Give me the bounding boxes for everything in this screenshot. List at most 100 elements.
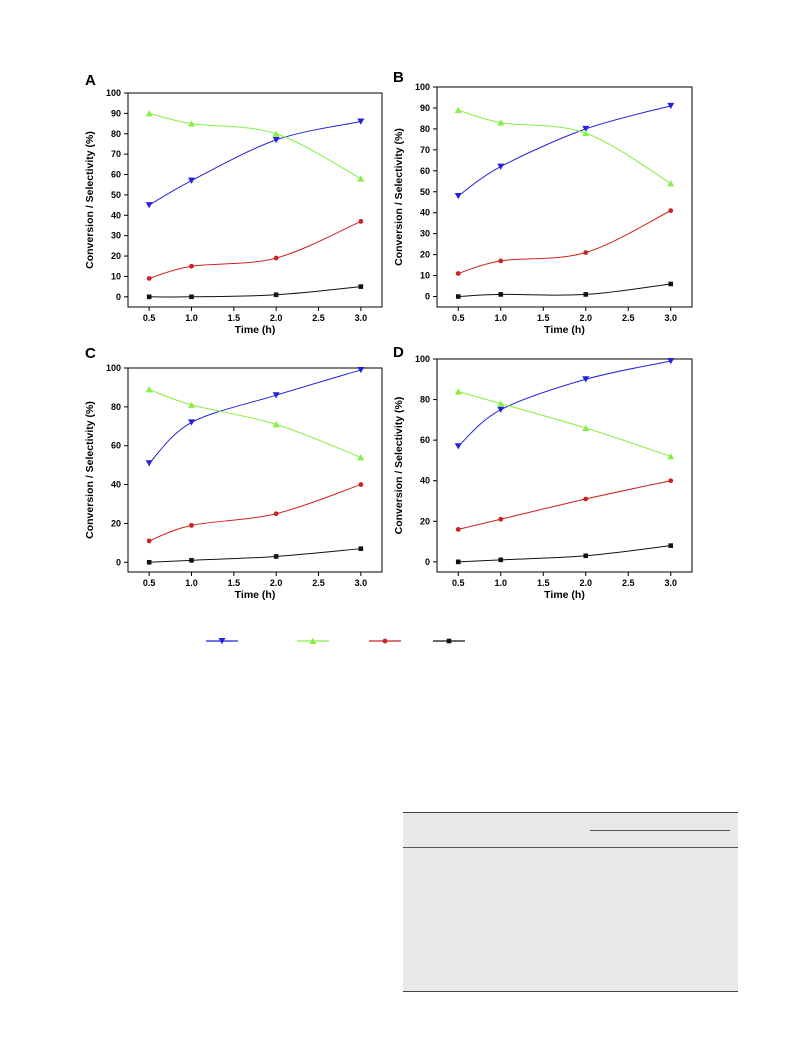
x-tick-label: 1.0 bbox=[185, 313, 198, 323]
plot-frame bbox=[436, 86, 693, 308]
series-3-point bbox=[668, 478, 674, 484]
y-tick-label: 0 bbox=[425, 292, 430, 302]
x-tick-label: 2.0 bbox=[270, 578, 283, 588]
x-tick-label: 1.5 bbox=[228, 313, 241, 323]
series-3-point bbox=[358, 219, 364, 224]
series-4-point bbox=[358, 284, 364, 289]
table-column-rule bbox=[579, 847, 593, 848]
y-tick-label: 50 bbox=[420, 187, 430, 197]
series-3-point bbox=[189, 522, 194, 528]
y-tick-label: 20 bbox=[420, 250, 430, 260]
y-tick-label: 20 bbox=[111, 251, 121, 261]
y-tick-label: 60 bbox=[111, 170, 121, 180]
legend bbox=[206, 637, 465, 645]
chart-panel-d: D 0.5 1.0 1.5 2.0 2.5 3.0 0 20 40 60 80 100 Time (h) C… bbox=[393, 344, 693, 601]
series-4-point bbox=[273, 292, 279, 298]
legend-marker bbox=[446, 638, 452, 644]
x-tick-label: 0.5 bbox=[143, 313, 156, 323]
series-2-point bbox=[272, 130, 280, 137]
legend-item-4 bbox=[433, 638, 465, 644]
table-panel bbox=[403, 812, 738, 992]
x-tick-label: 1.0 bbox=[494, 578, 507, 588]
legend-item-2 bbox=[297, 637, 329, 644]
series-line-1 bbox=[148, 121, 361, 206]
series-line-2 bbox=[458, 109, 672, 184]
series-3-point bbox=[273, 511, 279, 517]
series-2-point bbox=[454, 106, 462, 114]
y-tick-label: 60 bbox=[420, 166, 430, 176]
series-line-3 bbox=[149, 220, 362, 279]
x-tick-label: 3.0 bbox=[355, 578, 368, 588]
x-tick-label: 2.0 bbox=[579, 313, 592, 323]
series-2-point bbox=[582, 424, 590, 431]
y-tick-label: 100 bbox=[106, 363, 121, 373]
plot-frame bbox=[127, 92, 383, 308]
legend-item-1 bbox=[206, 638, 238, 645]
x-tick-label: 0.5 bbox=[143, 578, 156, 588]
plot-frame bbox=[436, 358, 693, 573]
y-tick-label: 100 bbox=[415, 354, 430, 364]
x-tick-label: 2.0 bbox=[579, 578, 592, 588]
table-column-rule bbox=[443, 847, 457, 848]
chart-panel-a: A 0.5 1.0 1.5 2.0 2.5 3.0 0 10 20 30 40 50 60 70 80 90 10… bbox=[84, 72, 383, 336]
series-4-point bbox=[358, 546, 364, 551]
series-line-4 bbox=[458, 545, 671, 563]
y-tick-label: 80 bbox=[420, 395, 430, 405]
series-1-point bbox=[497, 406, 505, 413]
y-tick-label: 90 bbox=[420, 103, 430, 113]
table-column-rule bbox=[638, 847, 652, 848]
series-4-point bbox=[146, 294, 152, 300]
series-line-2 bbox=[458, 390, 671, 457]
series-2-point bbox=[145, 386, 153, 393]
y-tick-label: 40 bbox=[111, 210, 121, 220]
table-header-rule bbox=[403, 847, 738, 848]
series-4-point bbox=[455, 294, 461, 299]
series-line-1 bbox=[148, 369, 361, 464]
series-line-3 bbox=[458, 210, 671, 274]
series-2-point bbox=[188, 120, 195, 127]
series-1-point bbox=[272, 136, 280, 144]
y-tick-label: 30 bbox=[420, 229, 430, 239]
panel-label: A bbox=[85, 72, 96, 89]
series-line-1 bbox=[457, 105, 671, 197]
series-1-point bbox=[272, 392, 280, 399]
y-tick-label: 80 bbox=[111, 402, 121, 412]
x-tick-label: 0.5 bbox=[452, 313, 465, 323]
legend-marker bbox=[382, 638, 388, 644]
series-3-point bbox=[583, 250, 589, 255]
y-axis-title: Conversion / Selectivity (%) bbox=[393, 128, 405, 266]
series-line-2 bbox=[149, 112, 362, 180]
series-2-point bbox=[357, 175, 365, 182]
y-tick-label: 70 bbox=[420, 145, 430, 155]
series-4-point bbox=[583, 292, 589, 297]
table-column-rule bbox=[505, 847, 519, 848]
series-2-point bbox=[497, 119, 505, 126]
x-tick-label: 1.0 bbox=[494, 313, 507, 323]
series-3-point bbox=[455, 527, 461, 532]
series-2-point bbox=[667, 180, 675, 187]
series-3-point bbox=[455, 271, 461, 276]
x-tick-label: 2.5 bbox=[622, 313, 635, 323]
x-tick-label: 3.0 bbox=[355, 313, 368, 323]
series-4-point bbox=[455, 559, 461, 565]
series-4-point bbox=[668, 281, 674, 287]
y-tick-label: 100 bbox=[415, 82, 430, 92]
series-line-4 bbox=[149, 286, 361, 298]
x-tick-label: 2.5 bbox=[312, 578, 325, 588]
y-tick-label: 100 bbox=[106, 88, 121, 98]
series-1-point bbox=[357, 118, 365, 125]
series-3-point bbox=[189, 263, 194, 269]
series-3-point bbox=[358, 482, 364, 487]
series-1-point bbox=[357, 366, 365, 374]
panel-label: C bbox=[85, 345, 96, 362]
series-line-3 bbox=[148, 484, 361, 542]
series-line-2 bbox=[148, 388, 362, 458]
series-1-point bbox=[454, 443, 462, 450]
series-2-point bbox=[582, 129, 590, 137]
series-3-point bbox=[273, 255, 279, 261]
x-tick-label: 1.5 bbox=[228, 578, 241, 588]
series-1-point bbox=[145, 202, 153, 209]
series-2-point bbox=[272, 421, 280, 428]
series-3-point bbox=[498, 516, 504, 522]
